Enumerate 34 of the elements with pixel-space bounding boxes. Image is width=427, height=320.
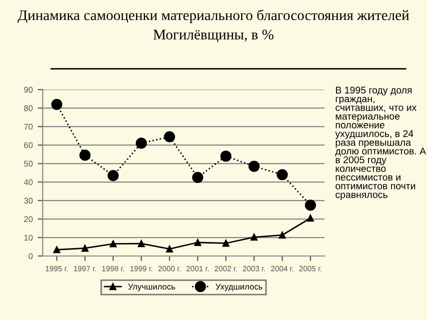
- point: [53, 246, 60, 254]
- y-tick-label: 80: [24, 105, 33, 112]
- point: [138, 240, 145, 248]
- point: [192, 172, 204, 183]
- y-tick-label: 50: [24, 160, 33, 167]
- y-tick-label: 20: [24, 216, 33, 222]
- point: [164, 131, 176, 142]
- point: [82, 244, 88, 252]
- point: [220, 150, 232, 162]
- point: [306, 214, 314, 222]
- point: [250, 234, 258, 241]
- legend-label: Улучшилось: [128, 284, 176, 292]
- y-tick-label: 30: [24, 198, 33, 204]
- point: [110, 240, 117, 248]
- legend-label: Ухудшилось: [216, 284, 262, 292]
- y-tick-label: 60: [24, 142, 33, 148]
- point: [248, 160, 260, 172]
- point: [79, 150, 91, 161]
- point: [278, 232, 286, 239]
- point: [136, 138, 147, 149]
- y-tick-label: 70: [24, 124, 33, 130]
- point: [51, 98, 62, 110]
- text: В 1995 году доля граждан, считавших, что их материальное положение ухудшилось, в 24 раза превышала долю оптимистов. А в 2005 году количество пессимистов и оптимистов почти сравнялось: [335, 86, 426, 200]
- y-tick-label: 90: [24, 86, 33, 93]
- point: [166, 246, 173, 252]
- point: [222, 240, 230, 247]
- y-tick-label: 10: [24, 234, 33, 241]
- point: [276, 169, 288, 180]
- point: [194, 239, 202, 246]
- point: [304, 200, 316, 211]
- point: [108, 170, 119, 182]
- y-tick-label: 0: [28, 253, 33, 260]
- chart-title: Динамика самооценки материального благосостояния жителей Могилёвщины, в %: [18, 10, 410, 42]
- y-tick-label: 40: [24, 179, 33, 186]
